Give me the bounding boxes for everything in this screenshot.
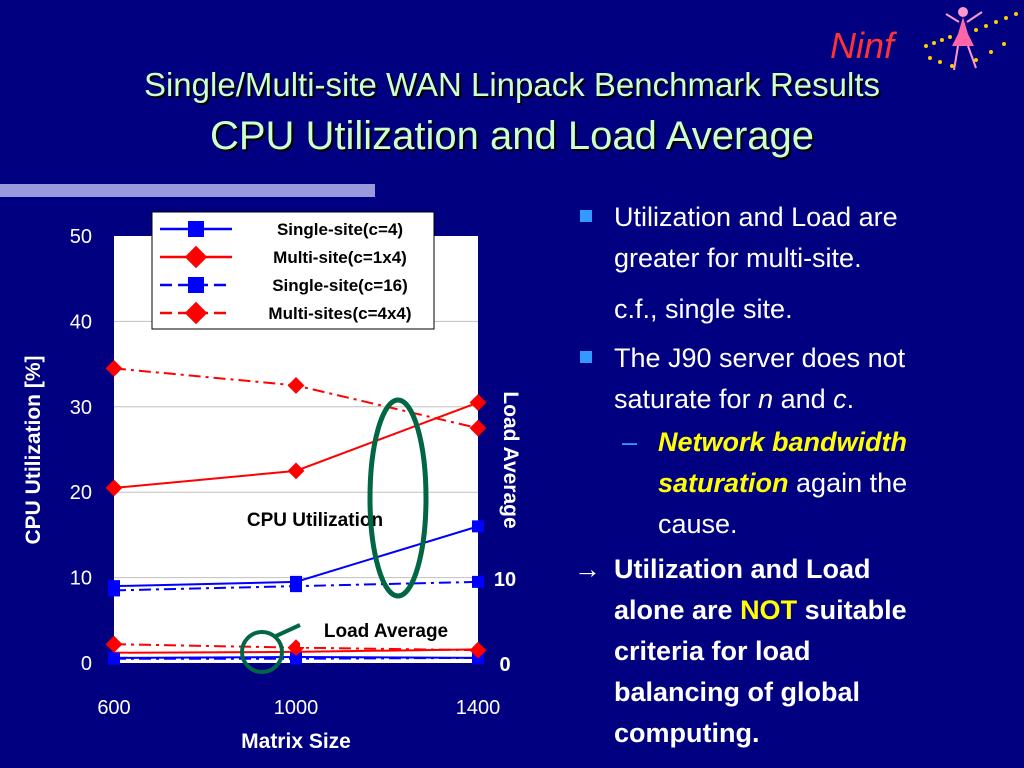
legend-label: Multi-sites(c=4x4) [268,304,411,323]
legend-marker [188,221,204,237]
b2-pre: saturate for [614,384,759,414]
legend-marker [188,277,204,293]
dash-mark: – [622,427,638,457]
y-tick-label: 20 [70,482,92,504]
bullet-2: The J90 server does not saturate for n a… [574,338,1014,420]
conclusion-line-2: alone are NOT suitable [614,590,1014,631]
title-line-1: Single/Multi-site WAN Linpack Benchmark … [143,66,881,103]
conclusion-line-4: balancing of global [614,677,861,707]
x-tick-labels: 600 1000 1400 [97,697,500,719]
annotation-load-text: Load Average [324,621,448,642]
bullet-1: Utilization and Load are greater for mul… [574,197,1014,330]
y2-axis-label: Load Average [499,391,522,528]
sub-line-3: cause. [658,509,738,539]
arrow-icon: → [574,554,601,584]
annotation-cpu-utilization: CPU Utilization [219,397,429,599]
bullet-1-line-1: Utilization and Load are [614,202,898,232]
data-point [290,580,302,593]
b2-end: . [846,384,855,414]
legend-items: Single-site(c=4) Multi-site(c=1x4) Single-… [160,220,412,325]
load-average-pointer [275,623,301,638]
b2-c: c [833,384,847,414]
annotation-load-average: Load Average [240,613,472,674]
series-3 [105,359,487,437]
x-tick-label: 1000 [274,697,319,719]
x-tick-label: 1400 [456,697,501,719]
y2-tick-label: 10 [494,569,516,591]
not-word: NOT [740,595,798,625]
legend-item: Single-site(c=4) [160,220,403,239]
c2-pre: alone are [614,595,741,625]
legend-item: Single-site(c=16) [160,276,408,295]
b2-and: and [773,384,834,414]
data-point [108,652,120,665]
y-tick-label: 10 [70,568,92,590]
y2-tick-labels: 0 10 [494,569,516,676]
data-point [287,377,305,394]
legend-marker [184,245,208,269]
bullet-list: Utilization and Load are greater for mul… [574,197,1014,754]
bullet-square-icon [580,210,592,222]
data-point [105,359,123,377]
sub-line-2: saturation again the [658,463,1014,504]
data-point [108,584,120,597]
data-point [469,419,487,437]
x-tick-label: 600 [97,697,130,719]
data-point [469,641,487,659]
logo-text: Ninf [830,25,898,66]
dancer-figure [945,7,983,71]
bullet-2-line-2: saturate for n and c. [614,379,1014,420]
legend-item: Multi-sites(c=4x4) [160,301,412,325]
series-2 [108,575,484,597]
conclusion-line-5: computing. [614,718,760,748]
legend-label: Multi-site(c=1x4) [273,248,407,267]
conclusion-line-3: criteria for load [614,636,811,666]
legend-marker [184,301,208,325]
data-point [105,479,123,497]
data-point [472,520,484,533]
data-point [105,635,123,653]
ninf-logo: Ninf [830,7,1018,71]
y-tick-labels: 0 10 20 30 40 50 [70,226,92,675]
line-chart: 0 10 20 30 40 50 600 1000 1400 0 10 CPU Utilizat… [22,211,522,753]
x-axis-label: Matrix Size [241,730,351,753]
data-point [290,652,302,665]
sub-rest: again the [788,468,908,498]
data-point [469,394,487,411]
data-point [472,575,484,588]
title-divider [0,184,375,197]
legend-label: Single-site(c=16) [272,276,408,295]
sub-bullet: – Network bandwidth saturation again the… [574,422,1014,545]
conclusion: → Utilization and Load alone are NOT sui… [574,549,1014,754]
bullet-2-line-1: The J90 server does not [614,343,906,373]
y-axis-label: CPU Utilization [%] [22,356,45,545]
legend-item: Multi-site(c=1x4) [160,245,407,269]
bullet-1-line-3: c.f., single site. [614,294,793,324]
bullet-square-icon [580,351,592,363]
b2-n: n [758,384,774,414]
c2-post: suitable [797,595,907,625]
legend-label: Single-site(c=4) [277,220,403,239]
y-tick-label: 50 [70,226,92,248]
logo-dots [924,12,1018,68]
sub-em: saturation [658,468,789,498]
data-point [287,462,305,480]
conclusion-line-1: Utilization and Load [614,554,871,584]
legend: Single-site(c=4) Multi-site(c=1x4) Single-… [151,211,435,330]
y2-tick-label: 0 [499,654,510,676]
bullet-1-line-2: greater for multi-site. [614,243,862,273]
sub-line-1: Network bandwidth [658,427,907,457]
cpu-utilization-ellipse [367,397,429,599]
y-tick-label: 30 [70,397,92,419]
annotation-cpu-text: CPU Utilization [247,510,383,531]
load-average-ellipse [240,630,284,674]
title-line-2: CPU Utilization and Load Average [209,114,815,158]
y-tick-label: 0 [81,653,92,675]
y-tick-label: 40 [70,311,92,333]
